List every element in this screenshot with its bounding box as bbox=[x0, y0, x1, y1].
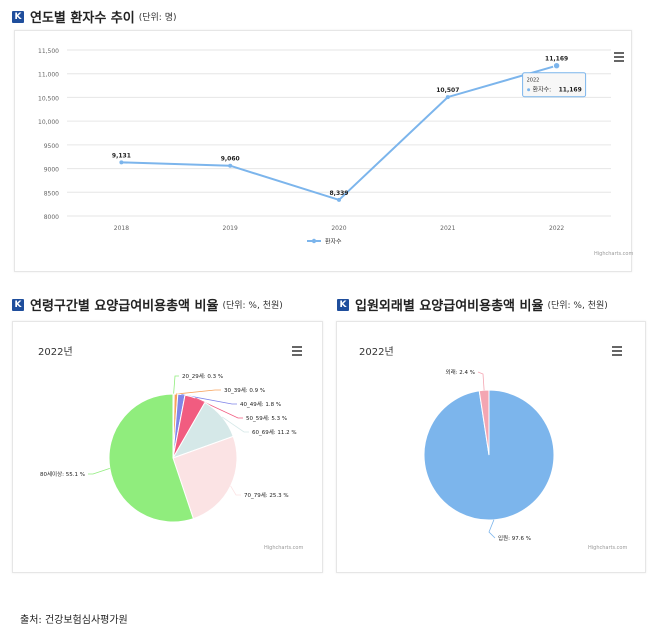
x-tick-label: 2018 bbox=[114, 225, 129, 232]
pie-label: 70_79세: 25.3 % bbox=[244, 491, 289, 499]
pie-label: 30_39세: 0.9 % bbox=[224, 386, 265, 394]
y-tick-label: 8500 bbox=[44, 190, 59, 197]
line-chart-credit: Highcharts.com bbox=[594, 251, 634, 257]
y-tick-label: 9000 bbox=[44, 167, 59, 174]
pie2-unit: (단위: %, 천원) bbox=[547, 301, 608, 311]
data-label: 11,169 bbox=[545, 56, 568, 63]
legend-marker bbox=[311, 238, 317, 244]
tooltip-header: 2022 bbox=[527, 78, 540, 84]
pie2-title: 입원외래별 요양급여비용총액 비율 bbox=[355, 299, 544, 314]
connector-line bbox=[230, 485, 241, 496]
pie-label: 40_49세: 1.8 % bbox=[240, 400, 281, 408]
connector-line bbox=[488, 519, 496, 539]
y-tick-label: 9500 bbox=[44, 143, 59, 150]
age-pie-chart: 20_29세: 0.3 %30_39세: 0.9 % 40_49세: 1.8 % 5… bbox=[40, 372, 297, 523]
pie-label: 입원: 97.6 % bbox=[498, 534, 531, 542]
data-point bbox=[228, 163, 233, 168]
data-point bbox=[119, 160, 124, 165]
data-label: 10,507 bbox=[436, 87, 459, 94]
data-label: 9,131 bbox=[112, 152, 131, 159]
inout-pie-menu-icon[interactable] bbox=[612, 346, 622, 358]
inout-pie-credit: Highcharts.com bbox=[588, 545, 628, 551]
pie-label: 80세이상: 55.1 % bbox=[40, 470, 85, 478]
y-tick-label: 11,000 bbox=[38, 72, 59, 79]
line-title: 연도별 환자수 추이 bbox=[30, 11, 135, 26]
data-point bbox=[445, 95, 450, 100]
hira-logo-icon: K bbox=[12, 10, 24, 23]
inout-pie-chart: 입원: 97.6 % 외래: 2.4 % bbox=[423, 368, 555, 542]
data-label: 9,060 bbox=[221, 156, 240, 163]
x-tick-label: 2020 bbox=[331, 225, 346, 232]
legend-label-환자수: 환자수 bbox=[325, 238, 342, 246]
age-pie-menu-icon[interactable] bbox=[292, 346, 302, 358]
tooltip-marker bbox=[527, 88, 531, 92]
pie1-unit: (단위: %, 천원) bbox=[222, 301, 283, 311]
tooltip-label: 환자수: bbox=[533, 86, 552, 94]
tooltip-box bbox=[522, 72, 587, 98]
x-tick-label: 2021 bbox=[440, 225, 455, 232]
age-pie-credit: Highcharts.com bbox=[264, 545, 304, 551]
hira-logo-icon: K bbox=[12, 298, 24, 311]
pie2-section-title: K 입원외래별 요양급여비용총액 비율 (단위: %, 천원) bbox=[337, 295, 608, 314]
pie-slice-80세이상 bbox=[108, 393, 195, 523]
x-tick-label: 2019 bbox=[223, 225, 238, 232]
connector-line bbox=[195, 397, 243, 419]
line-unit: (단위: 명) bbox=[138, 13, 177, 23]
connector-line bbox=[477, 371, 485, 391]
connector-line bbox=[173, 375, 179, 395]
connector-line bbox=[88, 467, 110, 475]
series-line-환자수 bbox=[121, 64, 557, 202]
data-label: 8,339 bbox=[330, 190, 349, 197]
source-note: 출처: 건강보험심사평가원 bbox=[20, 615, 128, 626]
pie-label: 외래: 2.4 % bbox=[446, 368, 475, 376]
line-section-title: K 연도별 환자수 추이 (단위: 명) bbox=[12, 7, 177, 26]
inout-pie-year: 2022년 bbox=[359, 347, 394, 358]
pie1-title: 연령구간별 요양급여비용총액 비율 bbox=[30, 299, 219, 314]
pie-label: 20_29세: 0.3 % bbox=[182, 372, 223, 380]
data-point bbox=[337, 197, 341, 202]
y-tick-label: 10,500 bbox=[38, 95, 59, 102]
y-tick-label: 10,000 bbox=[38, 119, 59, 126]
tooltip-value: 11,169 bbox=[559, 87, 582, 94]
pie1-section-title: K 연령구간별 요양급여비용총액 비율 (단위: %, 천원) bbox=[12, 295, 283, 314]
age-pie-year: 2022년 bbox=[38, 347, 73, 358]
y-tick-label: 11,500 bbox=[38, 48, 59, 55]
x-tick-label: 2022 bbox=[549, 225, 564, 232]
data-point bbox=[552, 61, 561, 70]
age-pie-panel: 2022년 20_29세: 0.3 % 30_39세: 0.9 % 40_49세: … bbox=[12, 321, 323, 573]
inout-pie-panel: 2022년 입원: 97.6 % 외래: 2.4 % Highcharts.com bbox=[336, 321, 646, 573]
hira-logo-icon: K bbox=[337, 298, 349, 311]
line-chart-menu-icon[interactable] bbox=[614, 52, 624, 64]
pie-label: 50_59세: 5.3 % bbox=[246, 414, 287, 422]
line-chart: 8000 8500 9000 9500 10,000 10,500 11,000 11,500… bbox=[38, 48, 611, 246]
line-chart-panel: 8000 8500 9000 9500 10,000 10,500 11,000 11,500… bbox=[14, 30, 634, 272]
connector-line bbox=[175, 389, 221, 395]
pie-label: 60_69세: 11.2 % bbox=[252, 428, 297, 436]
connector-line bbox=[221, 416, 249, 433]
y-tick-label: 8000 bbox=[44, 214, 59, 221]
connector-line bbox=[181, 394, 237, 405]
